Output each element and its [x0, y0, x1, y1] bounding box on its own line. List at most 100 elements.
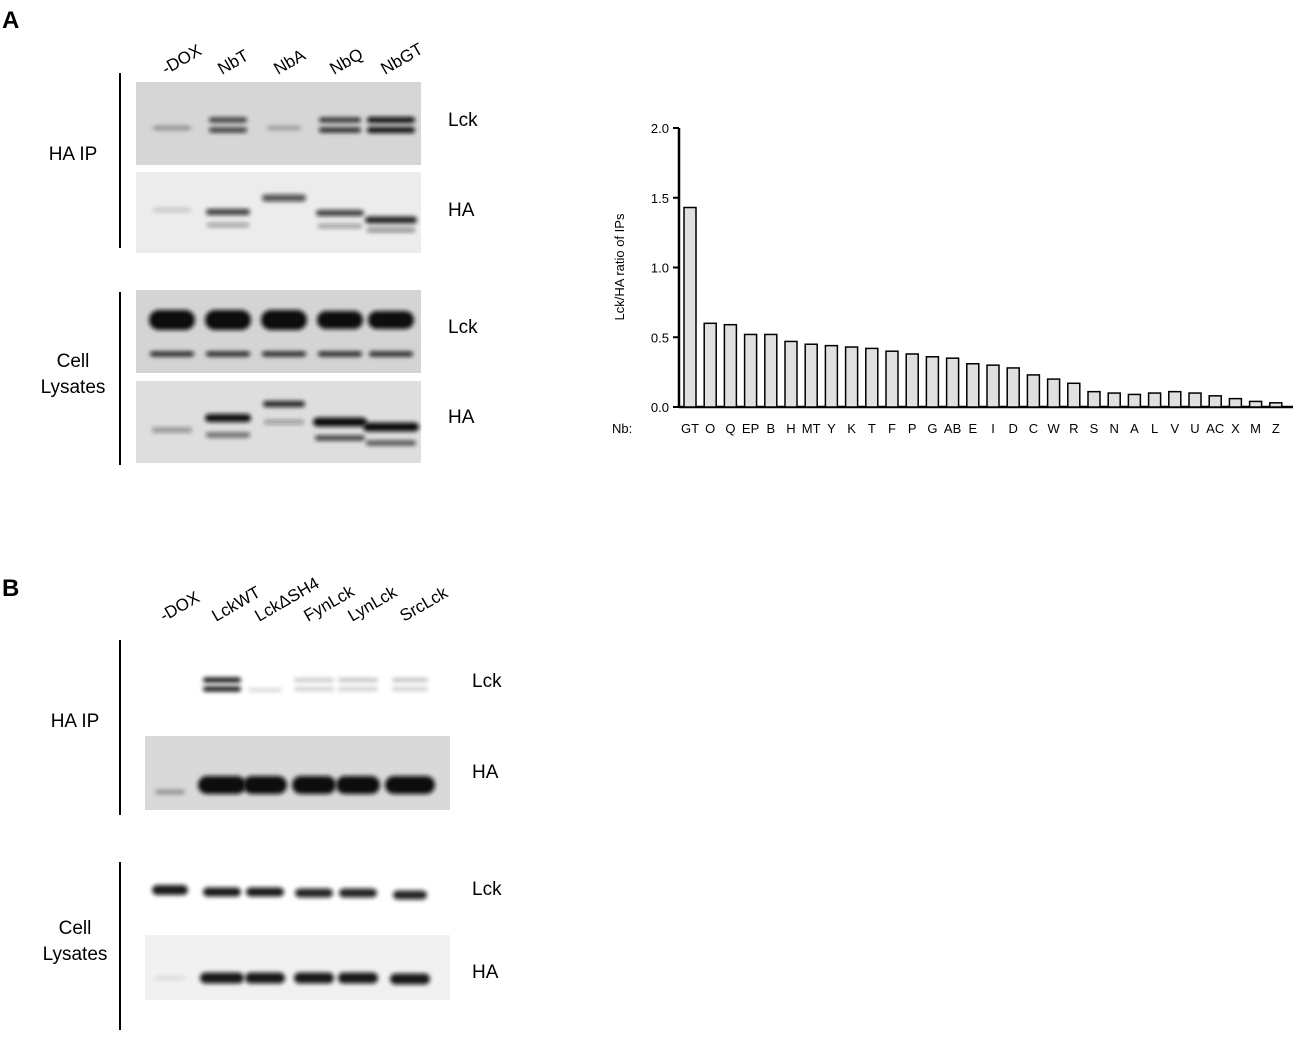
- blot-band: [248, 688, 282, 692]
- bar: [784, 340, 798, 408]
- blot-band: [316, 210, 364, 216]
- x-tick-label: C: [1029, 421, 1038, 436]
- bar: [1168, 390, 1182, 408]
- blot-band: [262, 351, 306, 357]
- x-tick-label: V: [1170, 421, 1179, 436]
- x-tick-label: P: [908, 421, 917, 436]
- x-tick-label: AC: [1206, 421, 1224, 436]
- lane-label: -DOX: [157, 588, 203, 626]
- blot-band: [263, 401, 305, 407]
- blot-band: [294, 678, 334, 682]
- x-tick-label: G: [927, 421, 937, 436]
- bar: [1269, 402, 1283, 408]
- bar: [743, 333, 758, 408]
- lane-label: NbGT: [378, 39, 427, 78]
- x-tick-label: S: [1090, 421, 1099, 436]
- x-prefix: Nb:: [612, 421, 632, 436]
- bar: [966, 363, 980, 408]
- blot-band: [206, 432, 250, 438]
- blot-band: [363, 422, 419, 432]
- row-label: Lck: [472, 879, 502, 900]
- blot-band: [155, 976, 185, 980]
- blot-band: [385, 776, 435, 794]
- lane-label: NbQ: [327, 45, 367, 79]
- x-tick-label: AB: [944, 421, 961, 436]
- bar: [1087, 390, 1101, 408]
- blot-background: [136, 290, 421, 373]
- group-label: HA IP: [51, 711, 100, 732]
- blot-band: [206, 209, 250, 215]
- blot-background: [136, 82, 421, 165]
- lane-label: NbT: [215, 46, 252, 79]
- blot-band: [200, 972, 244, 984]
- lane-label: NbA: [271, 45, 310, 78]
- blot-band: [319, 117, 361, 123]
- bar: [925, 356, 940, 408]
- y-tick-label: 0.5: [651, 330, 669, 345]
- x-tick-label: Q: [725, 421, 735, 436]
- y-tick-label: 1.5: [651, 191, 669, 206]
- x-tick-label: GT: [681, 421, 699, 436]
- blot-band: [267, 125, 301, 131]
- blot-band: [262, 194, 306, 202]
- row-label: Lck: [448, 110, 478, 131]
- lane-label: SrcLck: [397, 583, 452, 626]
- blot-band: [336, 776, 380, 794]
- blot-band: [149, 310, 195, 330]
- group-label: Lysates: [43, 944, 108, 965]
- blot-band: [292, 776, 336, 794]
- x-tick-label: MT: [802, 421, 821, 436]
- blot-band: [367, 117, 415, 123]
- blot-band: [209, 127, 247, 133]
- blot-band: [369, 351, 413, 357]
- blot-band: [205, 310, 251, 330]
- row-label: HA: [448, 200, 475, 221]
- lane-label: -DOX: [159, 41, 205, 79]
- bar: [905, 353, 919, 408]
- blot-band: [155, 789, 185, 795]
- blot-band: [209, 117, 247, 123]
- blot-band: [203, 677, 241, 683]
- blot-band: [203, 686, 241, 692]
- blot-band: [313, 417, 367, 427]
- x-tick-label: D: [1009, 421, 1018, 436]
- group-label: Cell: [57, 351, 90, 372]
- bar: [986, 364, 1000, 408]
- blot-background: [145, 736, 450, 810]
- bar: [1026, 374, 1041, 408]
- group-label: Lysates: [41, 377, 106, 398]
- bar: [723, 323, 738, 408]
- blot-band: [264, 420, 304, 424]
- row-label: HA: [472, 962, 499, 983]
- blot-band: [198, 776, 246, 794]
- bar: [1046, 378, 1061, 408]
- blot-band: [365, 216, 417, 224]
- bar: [683, 206, 697, 408]
- bar: [1107, 392, 1121, 408]
- bar: [885, 350, 899, 408]
- bar: [1127, 393, 1142, 408]
- blot-band: [318, 351, 362, 357]
- x-tick-label: I: [991, 421, 995, 436]
- x-tick-label: N: [1110, 421, 1119, 436]
- blot-band: [153, 125, 191, 131]
- blot-band: [392, 687, 428, 691]
- bar: [804, 343, 818, 408]
- blot-band: [207, 223, 249, 227]
- row-label: HA: [448, 407, 475, 428]
- blot-band: [338, 678, 378, 682]
- bar: [1067, 382, 1081, 408]
- bar: [1228, 397, 1243, 408]
- blot-band: [245, 972, 285, 984]
- lane-label: LynLck: [345, 582, 401, 625]
- bar: [1147, 392, 1162, 408]
- blot-background: [145, 935, 450, 1000]
- blot-band: [367, 127, 415, 133]
- x-tick-label: E: [968, 421, 977, 436]
- lane-label: LckWT: [209, 583, 264, 626]
- blot-band: [295, 888, 333, 898]
- bar: [1208, 395, 1222, 408]
- blot-band: [152, 427, 192, 433]
- blot-band: [368, 311, 414, 329]
